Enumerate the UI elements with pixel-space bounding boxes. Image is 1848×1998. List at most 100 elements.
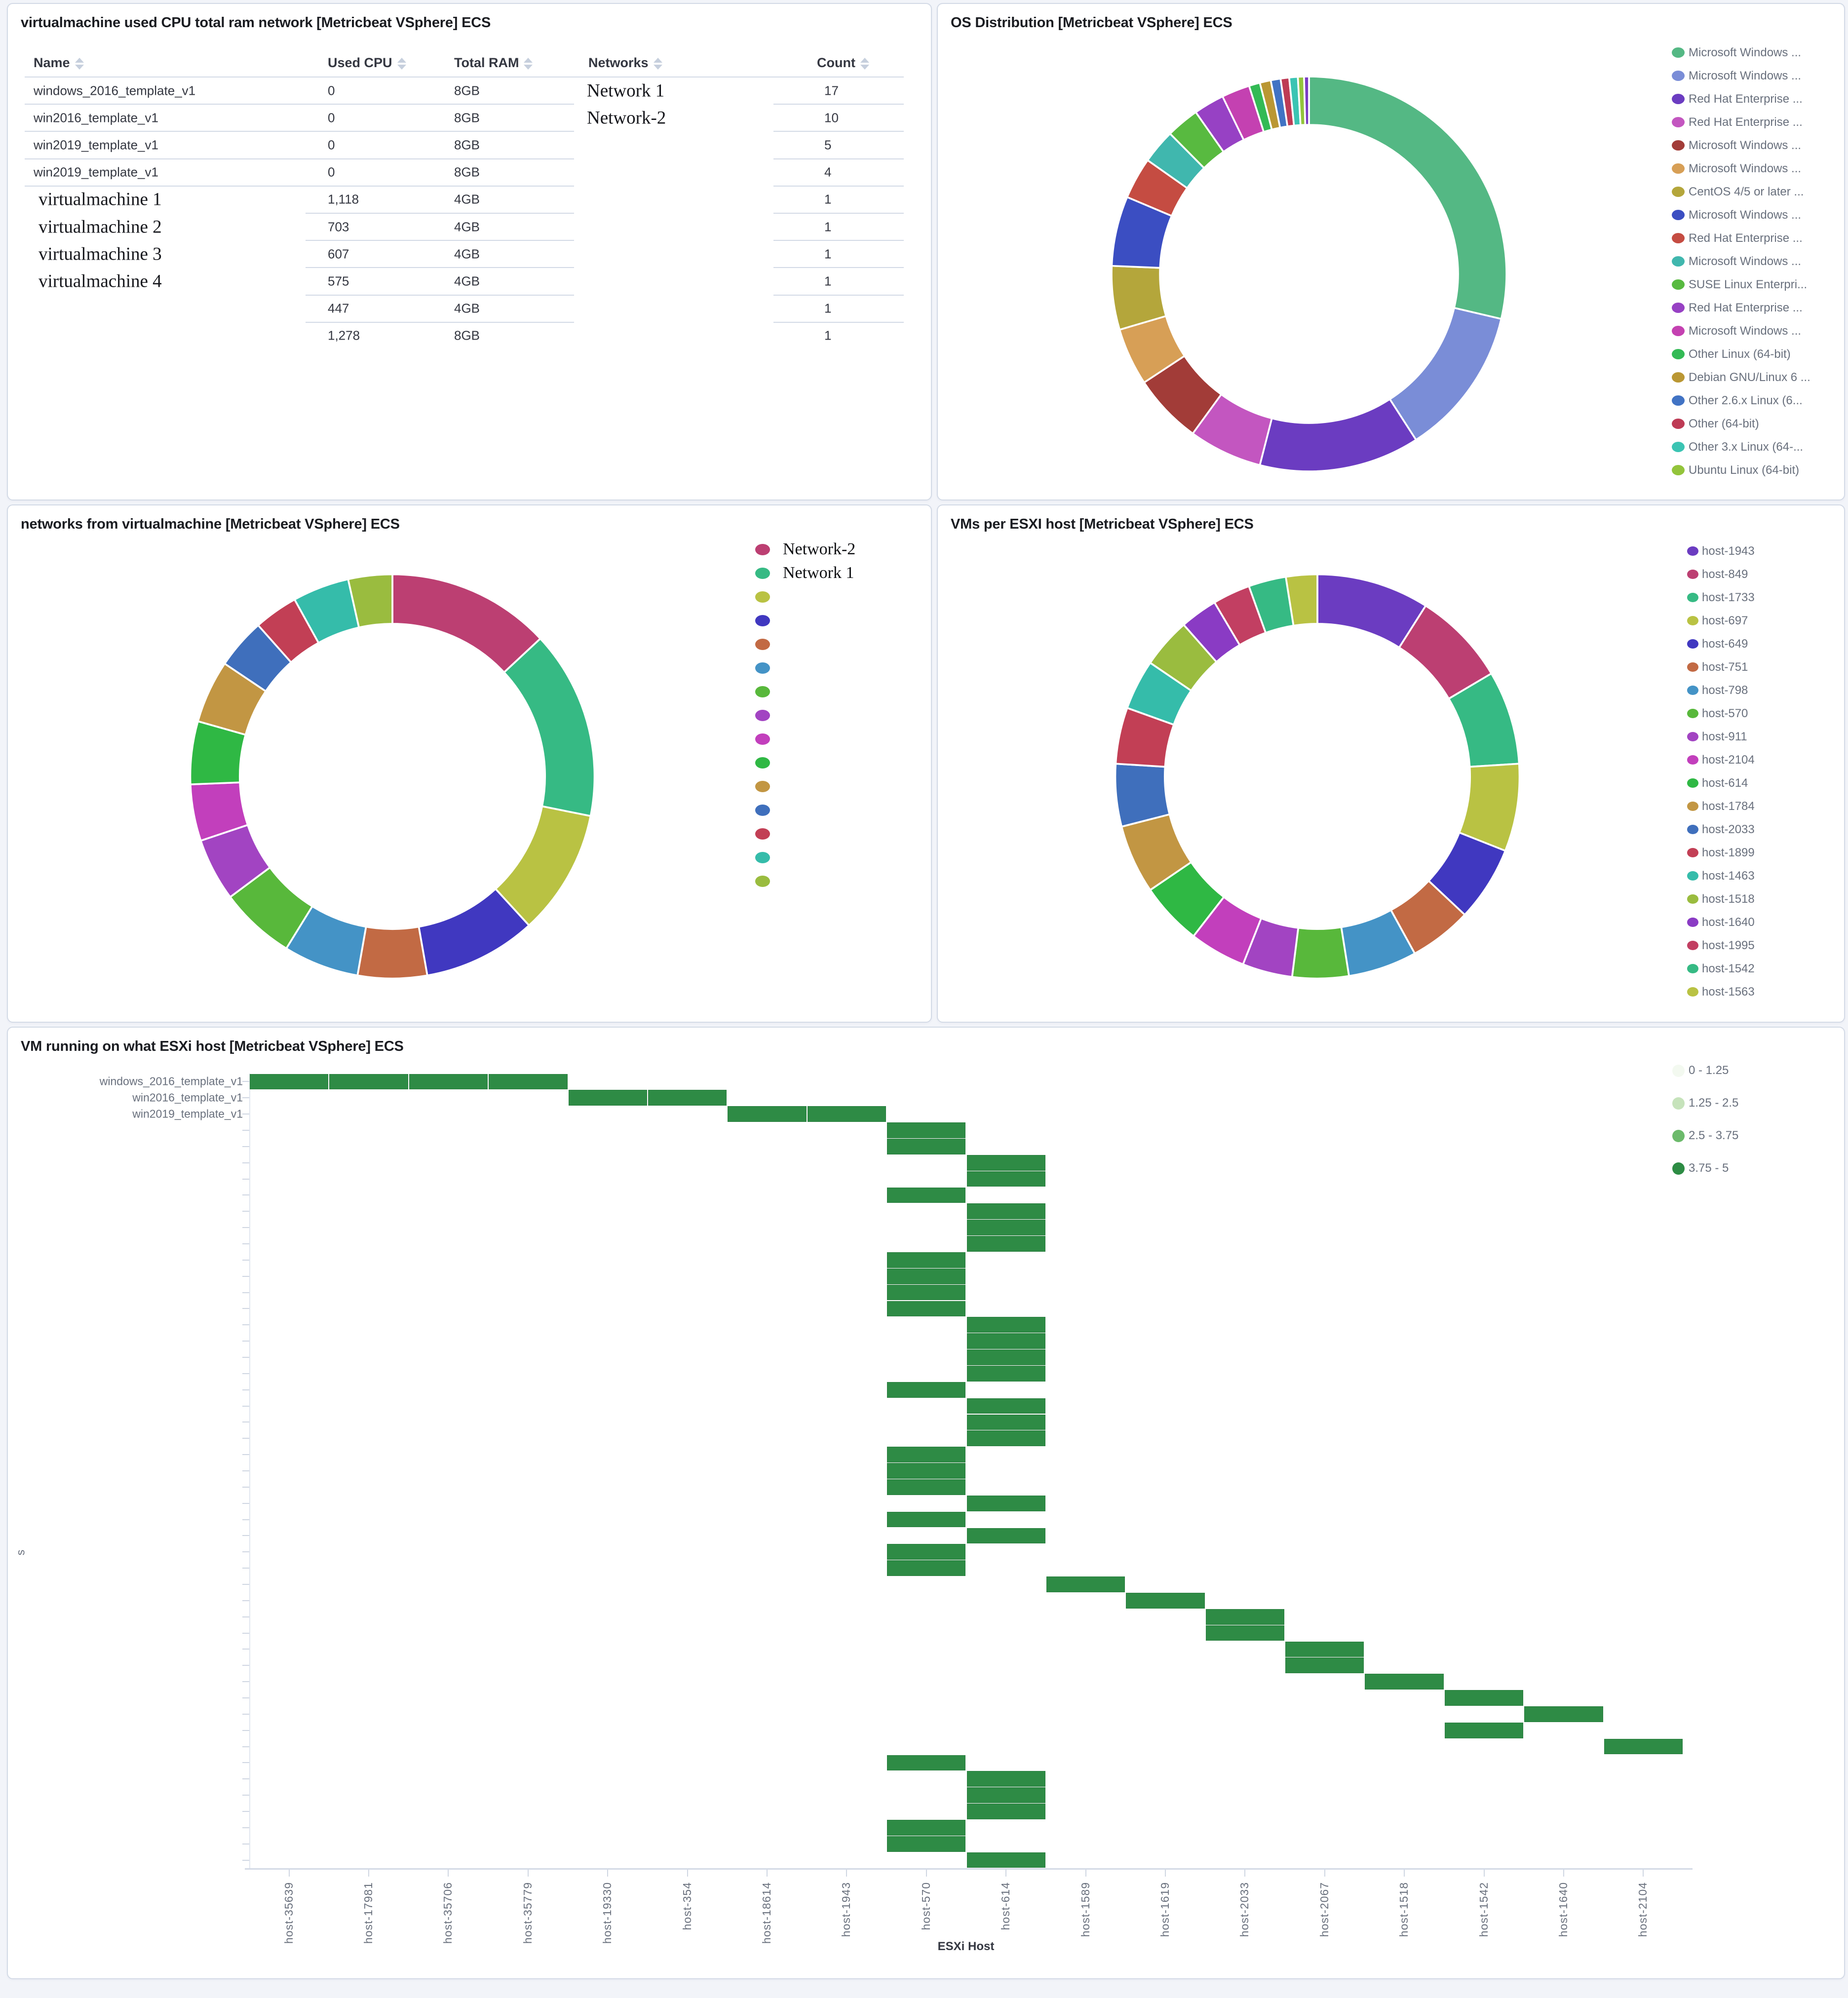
- heatmap-cell-r16-c10[interactable]: [966, 1317, 1045, 1333]
- legend-item-host-614[interactable]: host-614: [1687, 771, 1755, 795]
- heatmap-cell-r35-c13[interactable]: [1205, 1625, 1285, 1641]
- legend-item-Microsoft Windows ...[interactable]: Microsoft Windows ...: [1672, 64, 1810, 87]
- heatmap-cell-r1-c3[interactable]: [409, 1074, 488, 1090]
- heatmap-cell-r41-c16[interactable]: [1444, 1722, 1524, 1738]
- heatmap-cell-r45-c10[interactable]: [966, 1787, 1045, 1804]
- heatmap-cell-r36-c14[interactable]: [1285, 1641, 1364, 1657]
- os-donut-slice-Microsoft Windows ...[interactable]: [1388, 307, 1502, 441]
- heatmap-cell-r23-c10[interactable]: [966, 1430, 1045, 1447]
- legend-item[interactable]: [755, 703, 855, 727]
- legend-item-Ubuntu Linux (64-bit)[interactable]: Ubuntu Linux (64-bit): [1672, 459, 1810, 482]
- os-donut-slice-Microsoft Windows ...[interactable]: [1308, 76, 1507, 320]
- legend-item-host-1563[interactable]: host-1563: [1687, 980, 1755, 1003]
- legend-item-Debian GNU/Linux 6 ...[interactable]: Debian GNU/Linux 6 ...: [1672, 366, 1810, 389]
- heatmap-cell-r31-c9[interactable]: [887, 1560, 966, 1576]
- os-donut-slice-Red Hat Enterprise ...[interactable]: [1259, 398, 1417, 472]
- heatmap-cell-r3-c8[interactable]: [807, 1106, 886, 1122]
- heatmap-cell-r29-c10[interactable]: [966, 1528, 1045, 1544]
- heatmap-cell-r2-c6[interactable]: [648, 1090, 727, 1106]
- heatmap-cell-r4-c9[interactable]: [887, 1122, 966, 1138]
- legend-item-CentOS 4/5 or later ...[interactable]: CentOS 4/5 or later ...: [1672, 180, 1810, 203]
- heatmap-cell-r43-c9[interactable]: [887, 1755, 966, 1771]
- heatmap-cell-r13-c9[interactable]: [887, 1268, 966, 1284]
- networks-donut-slice-unlabeled-14[interactable]: [347, 573, 393, 629]
- legend-item-Red Hat Enterprise ...[interactable]: Red Hat Enterprise ...: [1672, 111, 1810, 134]
- heatmap-cell-r26-c9[interactable]: [887, 1479, 966, 1495]
- legend-item-0 - 1.25[interactable]: 0 - 1.25: [1672, 1054, 1738, 1087]
- legend-item-Microsoft Windows ...[interactable]: Microsoft Windows ...: [1672, 203, 1810, 227]
- heatmap-cell-r21-c10[interactable]: [966, 1398, 1045, 1414]
- heatmap-cell-r46-c10[interactable]: [966, 1804, 1045, 1819]
- legend-item[interactable]: [755, 585, 855, 609]
- heatmap-cell-r14-c9[interactable]: [887, 1284, 966, 1301]
- heatmap-cell-r5-c9[interactable]: [887, 1138, 966, 1154]
- legend-item-host-570[interactable]: host-570: [1687, 702, 1755, 725]
- heatmap-cell-r38-c15[interactable]: [1365, 1674, 1444, 1690]
- heatmap-cell-r27-c10[interactable]: [966, 1495, 1045, 1511]
- legend-item-host-1640[interactable]: host-1640: [1687, 911, 1755, 934]
- heatmap-cell-r34-c13[interactable]: [1205, 1609, 1285, 1625]
- legend-item-Other 2.6.x Linux (6...[interactable]: Other 2.6.x Linux (6...: [1672, 389, 1810, 412]
- legend-item-Network 1[interactable]: Network 1: [755, 561, 855, 585]
- legend-item-Other Linux (64-bit)[interactable]: Other Linux (64-bit): [1672, 343, 1810, 366]
- vms-donut-slice-host-1563[interactable]: [1285, 573, 1318, 627]
- column-header-used-cpu[interactable]: Used CPU: [328, 55, 406, 71]
- legend-item-host-1463[interactable]: host-1463: [1687, 864, 1755, 887]
- legend-item-host-649[interactable]: host-649: [1687, 632, 1755, 655]
- heatmap-cell-r30-c9[interactable]: [887, 1544, 966, 1560]
- legend-item-host-2104[interactable]: host-2104: [1687, 748, 1755, 771]
- legend-item[interactable]: [755, 609, 855, 632]
- heatmap-cell-r1-c2[interactable]: [329, 1074, 408, 1090]
- networks-donut-slice-unlabeled-4[interactable]: [356, 925, 428, 980]
- legend-item-Other 3.x Linux (64-...[interactable]: Other 3.x Linux (64-...: [1672, 435, 1810, 459]
- heatmap-cell-r17-c10[interactable]: [966, 1333, 1045, 1349]
- heatmap-cell-r37-c14[interactable]: [1285, 1657, 1364, 1674]
- column-header-total-ram[interactable]: Total RAM: [454, 55, 533, 71]
- networks-donut-slice-Network 1[interactable]: [503, 638, 596, 817]
- legend-item-host-798[interactable]: host-798: [1687, 679, 1755, 702]
- legend-item-Red Hat Enterprise ...[interactable]: Red Hat Enterprise ...: [1672, 227, 1810, 250]
- legend-item[interactable]: [755, 869, 855, 893]
- heatmap-cell-r1-c1[interactable]: [250, 1074, 329, 1090]
- legend-item-SUSE Linux Enterpri...[interactable]: SUSE Linux Enterpri...: [1672, 273, 1810, 296]
- heatmap-cell-r3-c7[interactable]: [728, 1106, 807, 1122]
- legend-item-host-697[interactable]: host-697: [1687, 609, 1755, 632]
- legend-item-Microsoft Windows ...[interactable]: Microsoft Windows ...: [1672, 157, 1810, 180]
- heatmap-cell-r44-c10[interactable]: [966, 1771, 1045, 1787]
- legend-item-Red Hat Enterprise ...[interactable]: Red Hat Enterprise ...: [1672, 296, 1810, 319]
- legend-item-host-2033[interactable]: host-2033: [1687, 818, 1755, 841]
- heatmap-cell-r19-c10[interactable]: [966, 1365, 1045, 1382]
- legend-item[interactable]: [755, 727, 855, 751]
- legend-item-Red Hat Enterprise ...[interactable]: Red Hat Enterprise ...: [1672, 87, 1810, 111]
- legend-item[interactable]: [755, 845, 855, 869]
- column-header-name[interactable]: Name: [34, 55, 84, 71]
- legend-item[interactable]: [755, 632, 855, 656]
- heatmap-cell-r47-c9[interactable]: [887, 1819, 966, 1836]
- legend-item[interactable]: [755, 656, 855, 680]
- legend-item-host-849[interactable]: host-849: [1687, 563, 1755, 586]
- legend-item-host-1943[interactable]: host-1943: [1687, 539, 1755, 563]
- legend-item-host-1733[interactable]: host-1733: [1687, 586, 1755, 609]
- legend-item-Other (64-bit)[interactable]: Other (64-bit): [1672, 412, 1810, 435]
- vms-donut-slice-host-570[interactable]: [1291, 926, 1350, 980]
- heatmap-cell-r40-c17[interactable]: [1524, 1706, 1603, 1722]
- vms-donut-slice-host-2033[interactable]: [1114, 763, 1171, 828]
- heatmap-cell-r22-c10[interactable]: [966, 1414, 1045, 1430]
- legend-item-Microsoft Windows ...[interactable]: Microsoft Windows ...: [1672, 319, 1810, 343]
- heatmap-cell-r48-c9[interactable]: [887, 1836, 966, 1852]
- legend-item-2.5 - 3.75[interactable]: 2.5 - 3.75: [1672, 1119, 1738, 1152]
- legend-item-host-1995[interactable]: host-1995: [1687, 934, 1755, 957]
- heatmap-cell-r15-c9[interactable]: [887, 1301, 966, 1317]
- heatmap-cell-r18-c10[interactable]: [966, 1349, 1045, 1365]
- heatmap-cell-r32-c11[interactable]: [1046, 1576, 1125, 1592]
- legend-item-host-911[interactable]: host-911: [1687, 725, 1755, 748]
- legend-item-host-1518[interactable]: host-1518: [1687, 887, 1755, 911]
- legend-item-1.25 - 2.5[interactable]: 1.25 - 2.5: [1672, 1087, 1738, 1119]
- legend-item-host-1784[interactable]: host-1784: [1687, 795, 1755, 818]
- heatmap-cell-r33-c12[interactable]: [1126, 1592, 1205, 1609]
- legend-item-host-751[interactable]: host-751: [1687, 655, 1755, 679]
- legend-item-host-1899[interactable]: host-1899: [1687, 841, 1755, 864]
- legend-item-host-1542[interactable]: host-1542: [1687, 957, 1755, 980]
- heatmap-cell-r28-c9[interactable]: [887, 1511, 966, 1528]
- legend-item-Microsoft Windows ...[interactable]: Microsoft Windows ...: [1672, 41, 1810, 64]
